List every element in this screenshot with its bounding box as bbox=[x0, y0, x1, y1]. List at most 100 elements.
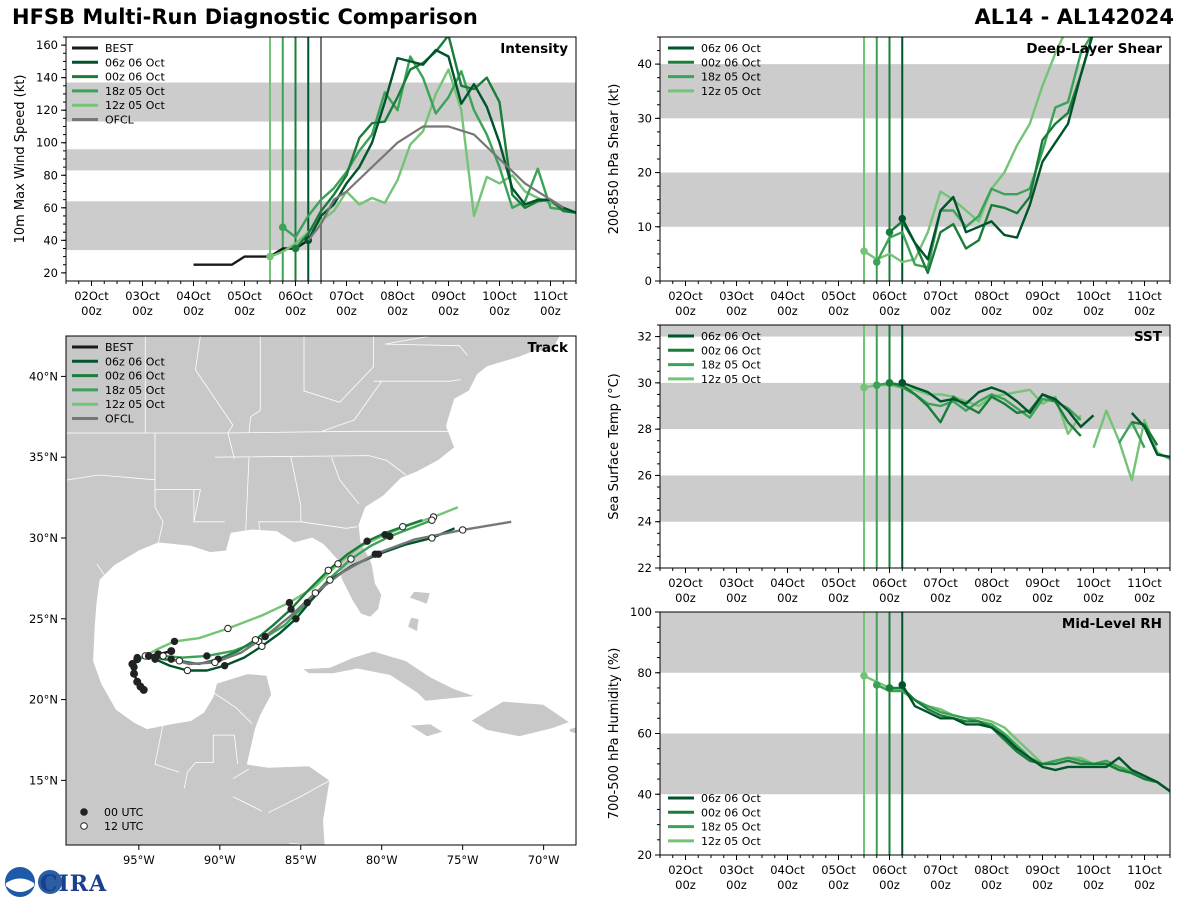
lon-tick-label: 90°W bbox=[204, 853, 236, 867]
series-line bbox=[901, 381, 1170, 459]
x-tick-sublabel: 00z bbox=[81, 304, 102, 318]
track-point bbox=[399, 522, 407, 531]
x-tick-sublabel: 00z bbox=[336, 304, 357, 318]
y-tick-label: 24 bbox=[637, 515, 652, 529]
x-tick-label: 02Oct bbox=[668, 289, 703, 303]
x-tick-sublabel: 00z bbox=[1083, 304, 1104, 318]
x-tick-sublabel: 00z bbox=[879, 591, 900, 605]
x-tick-sublabel: 00z bbox=[1134, 878, 1155, 892]
x-tick-sublabel: 00z bbox=[1083, 591, 1104, 605]
x-tick-sublabel: 00z bbox=[726, 304, 747, 318]
x-tick-label: 02Oct bbox=[668, 576, 703, 590]
y-axis-label: 700-500 hPa Humidity (%) bbox=[607, 648, 622, 820]
x-tick-label: 11Oct bbox=[1127, 576, 1162, 590]
init-point bbox=[898, 214, 907, 223]
state-border bbox=[154, 723, 180, 773]
x-tick-label: 05Oct bbox=[821, 289, 856, 303]
intensity-panel: 02Oct00z03Oct00z04Oct00z05Oct00z06Oct00z… bbox=[13, 36, 577, 318]
series-line bbox=[901, 684, 1170, 793]
x-tick-label: 09Oct bbox=[1025, 289, 1060, 303]
lon-tick-label: 75°W bbox=[447, 853, 479, 867]
x-tick-label: 03Oct bbox=[719, 576, 754, 590]
state-border bbox=[331, 457, 360, 505]
threshold-band bbox=[660, 172, 1170, 227]
series-line bbox=[282, 55, 576, 239]
cira-logo: CIRA bbox=[5, 867, 106, 897]
track-point bbox=[363, 537, 371, 545]
track-point bbox=[324, 566, 332, 575]
x-tick-label: 10Oct bbox=[1076, 289, 1111, 303]
x-tick-label: 03Oct bbox=[719, 863, 754, 877]
state-border bbox=[227, 432, 235, 459]
x-tick-label: 11Oct bbox=[1127, 863, 1162, 877]
legend-label: 06z 06 Oct bbox=[701, 330, 761, 343]
x-tick-sublabel: 00z bbox=[489, 304, 510, 318]
y-axis-label: 200-850 hPa Shear (kt) bbox=[607, 84, 622, 235]
x-tick-label: 04Oct bbox=[176, 289, 211, 303]
legend-label: 18z 05 Oct bbox=[105, 384, 165, 397]
state-border bbox=[66, 474, 156, 481]
lon-tick-label: 85°W bbox=[285, 853, 317, 867]
x-tick-label: 10Oct bbox=[482, 289, 517, 303]
init-point bbox=[860, 383, 868, 392]
noaa-wave-icon bbox=[6, 878, 34, 892]
state-border bbox=[373, 379, 462, 382]
x-tick-sublabel: 00z bbox=[675, 878, 696, 892]
x-tick-sublabel: 00z bbox=[132, 304, 153, 318]
init-point bbox=[898, 379, 907, 387]
y-tick-label: 60 bbox=[43, 201, 58, 215]
x-tick-label: 09Oct bbox=[431, 289, 466, 303]
x-tick-label: 10Oct bbox=[1076, 863, 1111, 877]
legend-label: 12z 05 Oct bbox=[105, 398, 165, 411]
init-point bbox=[885, 684, 894, 692]
series-line bbox=[901, 37, 1094, 261]
y-tick-label: 20 bbox=[637, 166, 652, 180]
lat-tick-label: 35°N bbox=[29, 450, 58, 464]
x-tick-label: 07Oct bbox=[329, 289, 364, 303]
init-point bbox=[872, 381, 881, 389]
series-group bbox=[860, 379, 1170, 482]
y-tick-label: 40 bbox=[637, 787, 652, 801]
legend-label: 18z 05 Oct bbox=[701, 821, 761, 834]
track-point bbox=[458, 526, 467, 534]
series-line bbox=[889, 686, 1170, 793]
state-border bbox=[232, 768, 250, 780]
y-tick-label: 22 bbox=[637, 561, 652, 575]
y-tick-label: 100 bbox=[630, 605, 652, 619]
lat-tick-label: 20°N bbox=[29, 693, 58, 707]
track-point bbox=[311, 589, 320, 597]
y-tick-label: 60 bbox=[637, 727, 652, 741]
x-tick-sublabel: 00z bbox=[777, 304, 798, 318]
track-panel: 95°W 90°W 85°W 80°W 75°W 70°W 15°N 20°N 25°N 30°N… bbox=[29, 335, 577, 867]
legend-label: 06z 06 Oct bbox=[701, 42, 761, 55]
track-point bbox=[428, 534, 436, 542]
x-tick-label: 06Oct bbox=[872, 289, 907, 303]
legend-label: 00z 06 Oct bbox=[105, 370, 165, 383]
x-tick-label: 09Oct bbox=[1025, 863, 1060, 877]
legend-label: 18z 05 Oct bbox=[701, 71, 761, 84]
track-point bbox=[133, 677, 142, 686]
x-tick-label: 08Oct bbox=[974, 289, 1009, 303]
state-border bbox=[154, 489, 164, 543]
legend-label: 12z 05 Oct bbox=[105, 99, 165, 112]
track-line bbox=[148, 519, 423, 666]
x-tick-sublabel: 00z bbox=[828, 591, 849, 605]
init-point bbox=[872, 681, 881, 689]
north-america-land bbox=[66, 336, 561, 845]
track-point bbox=[261, 632, 269, 641]
x-tick-sublabel: 00z bbox=[1083, 878, 1104, 892]
lat-tick-label: 15°N bbox=[29, 773, 58, 787]
track-line bbox=[154, 527, 456, 672]
x-tick-sublabel: 00z bbox=[285, 304, 306, 318]
legend-label: 06z 06 Oct bbox=[105, 56, 165, 69]
bahamas-land bbox=[408, 590, 431, 605]
threshold-band bbox=[660, 64, 1170, 119]
panel-title: Intensity bbox=[500, 41, 568, 57]
series-group bbox=[860, 37, 1094, 275]
jamaica-land bbox=[407, 723, 445, 738]
x-tick-label: 08Oct bbox=[974, 863, 1009, 877]
init-point bbox=[266, 252, 274, 261]
storm-id: AL14 - AL142024 bbox=[974, 5, 1175, 29]
legend-label: OFCL bbox=[105, 114, 135, 127]
lat-tick-label: 40°N bbox=[29, 369, 58, 383]
